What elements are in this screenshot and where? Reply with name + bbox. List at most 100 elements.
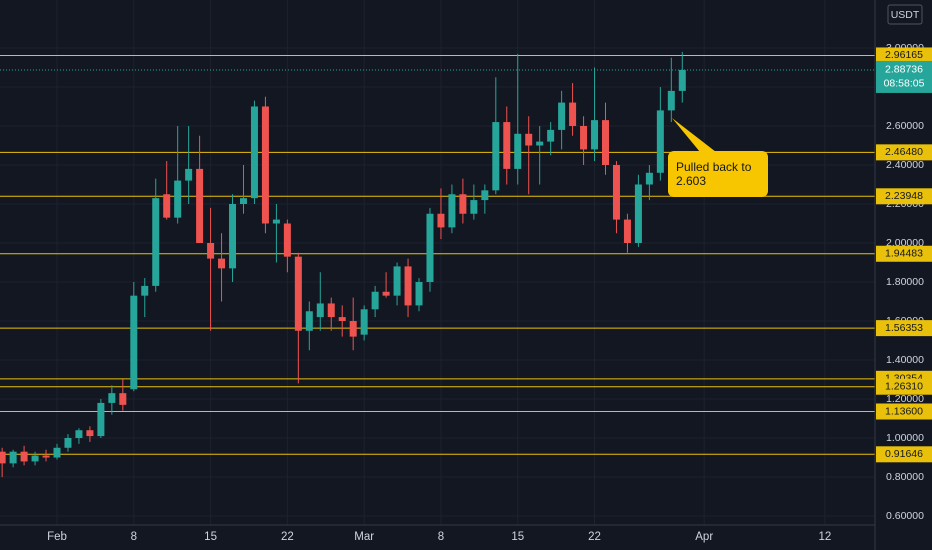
candle-body	[185, 168, 193, 181]
candle-body	[514, 133, 522, 169]
currency: USDT	[891, 9, 920, 21]
candle-body	[20, 451, 28, 462]
candle-body	[481, 190, 489, 201]
candle-body	[525, 133, 533, 146]
x-tick-label: 8	[438, 531, 444, 543]
candle-body	[360, 309, 368, 335]
candle-body	[75, 430, 83, 439]
currency-box	[887, 4, 923, 25]
candle-body	[404, 266, 412, 306]
level-label: 1.94483	[885, 248, 923, 260]
candle-body	[207, 242, 215, 259]
candle-body	[547, 129, 555, 142]
candle-body	[229, 203, 237, 269]
candle-body	[338, 317, 346, 322]
candle-body	[119, 393, 127, 405]
candle-body	[196, 168, 204, 243]
last-price-box	[876, 60, 932, 93]
level-label-box	[876, 245, 932, 262]
candle-body	[163, 194, 171, 218]
candle-body	[239, 198, 247, 204]
level-label: 2.23948	[885, 190, 923, 202]
levels	[0, 54, 875, 455]
x-tick-label: 22	[588, 531, 601, 543]
y-tick-label: 0.60000	[886, 510, 924, 522]
y-tick-label: 2.60000	[886, 120, 924, 132]
level-label-box	[876, 144, 932, 161]
level-label: 2.46480	[885, 146, 923, 158]
candle-body	[9, 451, 17, 464]
candle-body	[678, 69, 686, 91]
candle-body	[393, 266, 401, 296]
candle-body	[250, 106, 258, 199]
candle-body	[645, 172, 653, 185]
candle-body	[623, 219, 631, 243]
grid	[0, 0, 875, 525]
candle-body	[667, 90, 675, 111]
level-label-box	[876, 446, 932, 463]
x-tick-label: 15	[511, 531, 524, 543]
candle-body	[459, 194, 467, 214]
candle-body	[86, 430, 94, 437]
candle-body	[470, 200, 478, 214]
candle-body	[437, 213, 445, 228]
level-label: 2.96165	[885, 49, 923, 61]
level-label: 1.56353	[885, 322, 923, 334]
annotation: Pulled back to 2.603	[668, 151, 768, 197]
level-label: 1.26310	[885, 380, 923, 392]
level-label-box	[876, 403, 932, 420]
candle-body	[634, 184, 642, 243]
candle-body	[415, 282, 423, 306]
candle-body	[536, 141, 544, 146]
candle-body	[602, 120, 609, 165]
candle-body	[108, 393, 116, 403]
candle-body	[283, 223, 291, 257]
x-tick-label: 22	[281, 531, 294, 543]
candle-body	[174, 180, 182, 218]
candle-body	[97, 402, 105, 437]
y-tick-label: 1.80000	[886, 276, 924, 288]
candle-body	[327, 303, 335, 318]
candle-body	[53, 447, 61, 458]
candles	[0, 51, 686, 478]
candle-body	[0, 451, 6, 464]
candle-body	[294, 256, 302, 331]
candle-body	[130, 295, 138, 390]
candle-body	[656, 110, 664, 173]
x-tick-label: Apr	[695, 531, 713, 543]
candle-body	[580, 125, 588, 150]
x-tick-label: 8	[131, 531, 137, 543]
candle-body	[371, 291, 379, 310]
level-label: 1.13600	[885, 405, 923, 417]
candle-body	[305, 311, 313, 331]
candle-body	[558, 102, 566, 130]
level-label-box	[876, 320, 932, 337]
level-label-box	[876, 188, 932, 205]
candle-body	[64, 438, 72, 448]
x-tick-label: Mar	[354, 531, 374, 543]
level-label-box	[876, 378, 932, 395]
x-tick-label: 12	[819, 531, 832, 543]
countdown: 08:58:05	[884, 78, 925, 90]
candle-body	[492, 122, 500, 191]
candle-body	[261, 106, 269, 224]
y-tick-label: 1.20000	[886, 393, 924, 405]
axes: 0.600000.800001.000001.200001.400001.600…	[47, 42, 932, 543]
candle-body	[152, 198, 160, 286]
level-label: 0.91646	[885, 448, 923, 460]
y-tick-label: 1.00000	[886, 432, 924, 444]
candle-body	[503, 122, 511, 169]
x-tick-label: Feb	[47, 531, 67, 543]
x-tick-label: 15	[204, 531, 217, 543]
candle-body	[141, 285, 149, 296]
candle-body	[316, 303, 324, 318]
y-tick-label: 2.40000	[886, 159, 924, 171]
candle-body	[612, 164, 620, 220]
candle-body	[272, 219, 280, 224]
y-tick-label: 1.40000	[886, 354, 924, 366]
candle-body	[42, 455, 50, 458]
candle-body	[382, 291, 390, 296]
